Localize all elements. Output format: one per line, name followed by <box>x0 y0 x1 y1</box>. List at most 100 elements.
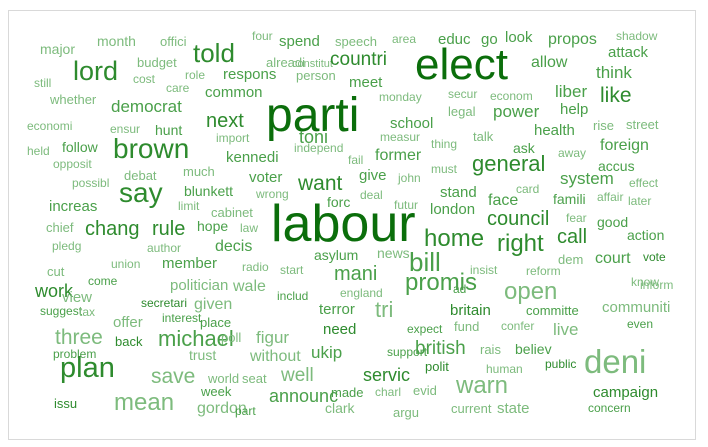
word-face: face <box>488 192 519 209</box>
word-want: want <box>298 172 343 195</box>
word-hunt: hunt <box>155 122 183 138</box>
word-kennedi: kennedi <box>226 149 279 166</box>
word-democrat: democrat <box>111 97 182 116</box>
word-suggest: suggest <box>40 304 83 318</box>
word-voter: voter <box>249 169 283 186</box>
word-british: british <box>415 338 466 359</box>
word-radio: radio <box>242 260 269 274</box>
word-futur: futur <box>394 198 419 212</box>
word-britain: britain <box>450 302 491 319</box>
word-help: help <box>560 101 589 118</box>
word-limit: limit <box>178 199 200 213</box>
word-gordon: gordon <box>197 400 247 417</box>
word-give: give <box>359 167 387 184</box>
word-interest: interest <box>162 311 202 325</box>
word-given: given <box>194 296 233 313</box>
word-warn: warn <box>456 372 509 399</box>
word-monday: monday <box>379 90 422 104</box>
word-cost: cost <box>133 72 156 86</box>
word-school: school <box>390 115 434 132</box>
word-cloud: major month offici told four spend speech area e… <box>8 10 696 440</box>
word-work: work <box>35 281 74 301</box>
word-issu: issu <box>54 396 78 411</box>
word-measur: measur <box>380 130 421 144</box>
word-fail: fail <box>348 153 364 167</box>
word-month: month <box>97 33 136 49</box>
word-common: common <box>205 84 263 101</box>
word-insist: insist <box>470 263 498 277</box>
word-constitut: constitut <box>292 58 333 70</box>
word-need: need <box>323 321 357 338</box>
word-council: council <box>487 208 550 230</box>
word-stand: stand <box>440 184 477 201</box>
word-plan: plan <box>60 352 115 384</box>
word-dem: dem <box>558 252 584 267</box>
word-open: open <box>504 278 558 305</box>
word-secretari: secretari <box>141 296 188 310</box>
word-elect: elect <box>415 40 508 89</box>
word-labour: labour <box>271 195 416 253</box>
word-attack: attack <box>608 44 649 61</box>
word-cut: cut <box>47 264 65 279</box>
word-support: support <box>387 345 428 359</box>
word-includ: includ <box>277 289 309 303</box>
word-later: later <box>628 194 652 208</box>
word-brown: brown <box>113 133 190 164</box>
word-public: public <box>545 357 577 371</box>
word-news: news <box>377 245 410 261</box>
word-debat: debat <box>124 168 157 183</box>
word-meet: meet <box>349 74 383 91</box>
word-three: three <box>55 326 103 349</box>
word-ensur: ensur <box>110 122 141 136</box>
word-know: know <box>631 275 660 289</box>
word-vote: vote <box>643 250 666 264</box>
word-secur: secur <box>448 87 478 101</box>
word-foreign: foreign <box>600 137 649 154</box>
word-independ: independ <box>294 141 344 155</box>
word-save: save <box>151 365 196 388</box>
word-confer: confer <box>501 319 535 333</box>
word-john: john <box>398 171 421 185</box>
word-clark: clark <box>325 400 355 416</box>
word-former: former <box>375 147 422 164</box>
word-view: view <box>62 289 93 306</box>
word-person: person <box>296 68 336 83</box>
word-general: general <box>472 151 546 176</box>
word-start: start <box>280 263 304 277</box>
word-parti: parti <box>266 89 360 142</box>
word-good: good <box>597 214 629 230</box>
word-poll: poll <box>221 330 242 345</box>
word-effect: effect <box>629 176 659 190</box>
word-fund: fund <box>454 319 480 334</box>
word-care: care <box>166 81 190 95</box>
word-problem: problem <box>53 347 97 361</box>
word-ad: ad <box>453 282 467 296</box>
word-deal: deal <box>360 188 383 202</box>
word-opposit: opposit <box>53 157 92 171</box>
word-alreadi: alreadi <box>266 55 306 70</box>
word-thing: thing <box>431 137 458 151</box>
word-argu: argu <box>393 405 420 420</box>
word-call: call <box>557 226 588 248</box>
word-held: held <box>27 144 50 158</box>
word-famili: famili <box>553 191 586 207</box>
word-even: even <box>627 317 654 331</box>
word-told: told <box>193 38 235 68</box>
word-tax: tax <box>79 305 96 319</box>
word-current: current <box>451 401 492 416</box>
word-allow: allow <box>531 54 568 71</box>
word-talk: talk <box>473 129 494 144</box>
word-econom: econom <box>490 89 533 103</box>
word-committe: committe <box>526 303 579 318</box>
word-offer: offer <box>113 314 143 331</box>
word-wrong: wrong <box>256 187 289 201</box>
word-asylum: asylum <box>314 247 359 263</box>
word-servic: servic <box>363 365 411 385</box>
word-without: without <box>250 348 301 365</box>
word-area: area <box>392 32 417 46</box>
word-polit: polit <box>425 359 449 374</box>
word-terror: terror <box>319 301 355 318</box>
word-come: come <box>88 274 118 288</box>
word-deni: deni <box>584 343 647 380</box>
word-london: london <box>430 201 476 218</box>
